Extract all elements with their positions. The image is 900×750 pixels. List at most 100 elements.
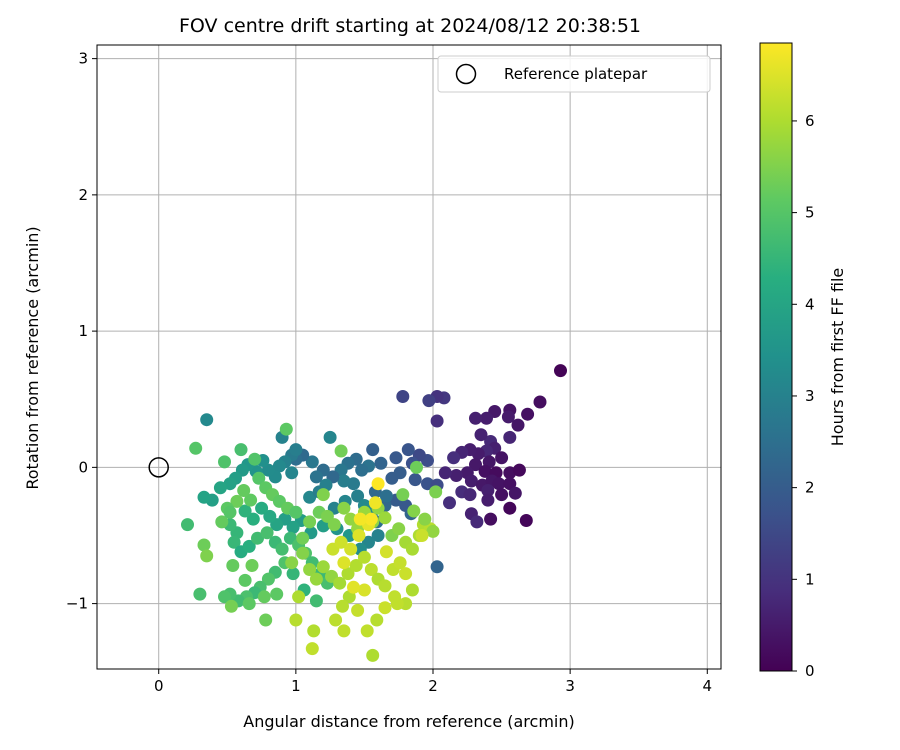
data-point bbox=[352, 529, 365, 542]
y-tick-label: 1 bbox=[78, 322, 88, 340]
data-point bbox=[481, 494, 494, 507]
colorbar-tick-label: 3 bbox=[805, 387, 815, 405]
data-point bbox=[354, 513, 367, 526]
colorbar-label: Hours from first FF file bbox=[828, 268, 847, 447]
data-point bbox=[296, 532, 309, 545]
data-point bbox=[337, 502, 350, 515]
data-point bbox=[239, 574, 252, 587]
colorbar-tick-label: 1 bbox=[805, 570, 815, 588]
legend-label: Reference platepar bbox=[504, 65, 648, 83]
data-point bbox=[534, 396, 547, 409]
y-tick-label: −1 bbox=[66, 595, 88, 613]
data-point bbox=[399, 567, 412, 580]
data-point bbox=[470, 515, 483, 528]
data-point bbox=[214, 481, 227, 494]
data-point bbox=[306, 642, 319, 655]
data-point bbox=[276, 543, 289, 556]
colorbar-tick-label: 4 bbox=[805, 295, 815, 313]
data-point bbox=[329, 614, 342, 627]
data-point bbox=[443, 496, 456, 509]
data-point bbox=[379, 601, 392, 614]
data-point bbox=[358, 551, 371, 564]
data-point bbox=[296, 547, 309, 560]
data-point bbox=[385, 472, 398, 485]
data-point bbox=[358, 584, 371, 597]
data-point bbox=[484, 513, 497, 526]
data-point bbox=[224, 506, 237, 519]
data-point bbox=[410, 461, 423, 474]
data-point bbox=[407, 505, 420, 518]
data-point bbox=[351, 604, 364, 617]
data-point bbox=[328, 518, 341, 531]
data-point bbox=[280, 423, 293, 436]
data-point bbox=[380, 545, 393, 558]
data-point bbox=[379, 579, 392, 592]
data-point bbox=[521, 408, 534, 421]
data-point bbox=[422, 394, 435, 407]
data-point bbox=[310, 594, 323, 607]
data-point bbox=[372, 477, 385, 490]
data-point bbox=[198, 539, 211, 552]
data-point bbox=[324, 431, 337, 444]
data-point bbox=[509, 487, 522, 500]
data-point bbox=[255, 502, 268, 515]
data-point bbox=[344, 543, 357, 556]
data-point bbox=[336, 600, 349, 613]
data-point bbox=[237, 484, 250, 497]
data-point bbox=[200, 413, 213, 426]
data-point bbox=[520, 514, 533, 527]
data-point bbox=[289, 506, 302, 519]
data-point bbox=[235, 443, 248, 456]
data-point bbox=[464, 488, 477, 501]
data-point bbox=[246, 559, 259, 572]
data-point bbox=[409, 473, 422, 486]
data-point bbox=[292, 590, 305, 603]
data-point bbox=[450, 469, 463, 482]
data-point bbox=[475, 428, 488, 441]
data-point bbox=[303, 515, 316, 528]
x-tick-label: 0 bbox=[154, 677, 164, 695]
y-axis-label: Rotation from reference (arcmin) bbox=[23, 226, 42, 489]
legend: Reference platepar bbox=[438, 56, 710, 92]
data-point bbox=[200, 549, 213, 562]
data-point bbox=[503, 431, 516, 444]
data-point bbox=[379, 511, 392, 524]
colorbar-tick-label: 6 bbox=[805, 112, 815, 130]
chart-title: FOV centre drift starting at 2024/08/12 … bbox=[179, 15, 641, 37]
data-point bbox=[431, 560, 444, 573]
data-point bbox=[189, 442, 202, 455]
data-point bbox=[418, 513, 431, 526]
x-axis-label: Angular distance from reference (arcmin) bbox=[243, 712, 574, 731]
data-point bbox=[447, 451, 460, 464]
data-point bbox=[193, 588, 206, 601]
data-point bbox=[513, 464, 526, 477]
data-point bbox=[226, 559, 239, 572]
data-point bbox=[374, 457, 387, 470]
data-point bbox=[225, 600, 238, 613]
data-point bbox=[258, 590, 271, 603]
data-point bbox=[289, 443, 302, 456]
colorbar-tick-label: 0 bbox=[805, 662, 815, 680]
x-tick-label: 3 bbox=[565, 677, 575, 695]
data-point bbox=[429, 485, 442, 498]
data-point bbox=[406, 543, 419, 556]
data-point bbox=[370, 614, 383, 627]
data-point bbox=[310, 573, 323, 586]
data-point bbox=[366, 443, 379, 456]
colorbar bbox=[760, 43, 792, 671]
data-point bbox=[402, 443, 415, 456]
y-tick-label: 3 bbox=[78, 50, 88, 68]
data-point bbox=[337, 624, 350, 637]
colorbar-tick-label: 2 bbox=[805, 479, 815, 497]
data-point bbox=[439, 466, 452, 479]
data-point bbox=[289, 614, 302, 627]
data-point bbox=[396, 390, 409, 403]
data-point bbox=[416, 529, 429, 542]
scatter-chart: FOV centre drift starting at 2024/08/12 … bbox=[0, 0, 900, 750]
data-point bbox=[495, 488, 508, 501]
data-point bbox=[337, 556, 350, 569]
data-point bbox=[380, 490, 393, 503]
data-point bbox=[259, 614, 272, 627]
data-point bbox=[369, 496, 382, 509]
data-point bbox=[361, 624, 374, 637]
